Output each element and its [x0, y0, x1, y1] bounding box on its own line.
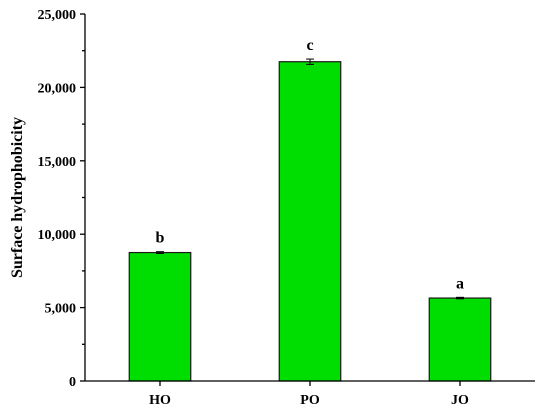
- y-tick-label: 25,000: [38, 8, 77, 23]
- y-tick-label: 10,000: [38, 228, 77, 243]
- y-tick-label: 15,000: [38, 155, 77, 170]
- bar-group-po: c: [278, 37, 342, 382]
- x-axis-ticks: HO PO JO: [149, 381, 469, 408]
- significance-label: a: [456, 275, 464, 292]
- significance-label: c: [306, 37, 313, 54]
- x-tick-label: JO: [451, 393, 469, 408]
- y-tick-label: 0: [69, 375, 76, 390]
- x-tick-label: HO: [149, 393, 171, 408]
- y-axis-label: Surface hydrophobicity: [9, 117, 26, 278]
- bar-group-ho: b: [128, 230, 192, 382]
- significance-label: b: [156, 230, 165, 247]
- y-tick-label: 5,000: [45, 302, 77, 317]
- y-axis-ticks: 0 5,000 10,000 15,000 20,000 25,000: [38, 8, 85, 390]
- bar-group-jo: a: [428, 275, 492, 382]
- x-tick-label: PO: [300, 393, 320, 408]
- y-tick-label: 20,000: [38, 81, 77, 96]
- bars: b c a: [128, 37, 492, 382]
- bar-po: [278, 61, 342, 382]
- bar-ho: [128, 251, 192, 382]
- bar-jo: [428, 297, 492, 382]
